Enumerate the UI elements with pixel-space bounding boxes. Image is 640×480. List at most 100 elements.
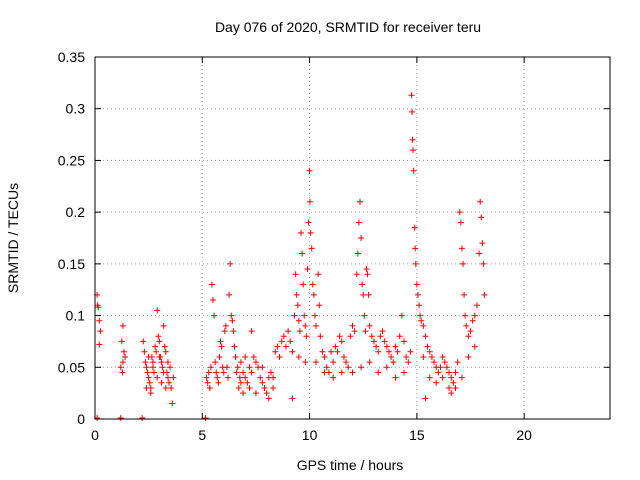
data-point [417, 312, 424, 319]
data-point [373, 343, 380, 350]
data-point [365, 291, 372, 298]
data-point [366, 359, 373, 366]
data-point [168, 384, 175, 391]
data-point [206, 384, 213, 391]
data-point [289, 395, 296, 402]
data-point [162, 348, 169, 355]
data-point [261, 384, 268, 391]
data-point [302, 322, 309, 329]
data-point [454, 359, 461, 366]
data-point [160, 369, 167, 376]
data-point [166, 379, 173, 386]
data-point [410, 147, 417, 154]
data-point [330, 359, 337, 366]
x-axis-tick-labels: 0 5 10 15 20 [91, 427, 532, 443]
data-point [452, 384, 459, 391]
data-point [169, 400, 176, 407]
data-point [358, 364, 365, 371]
data-point [385, 348, 392, 355]
data-point [422, 333, 429, 340]
data-point [390, 359, 397, 366]
data-point [142, 359, 149, 366]
data-point [316, 302, 323, 309]
data-point [437, 364, 444, 371]
data-point [302, 359, 309, 366]
data-point [363, 266, 370, 273]
data-point [416, 302, 423, 309]
data-point [265, 374, 272, 381]
data-point [293, 291, 300, 298]
data-point [97, 328, 104, 335]
axis-ticks [94, 56, 610, 420]
data-point [340, 353, 347, 360]
data-point [392, 374, 399, 381]
data-point [422, 395, 429, 402]
data-point [476, 250, 483, 257]
data-point [295, 317, 302, 324]
data-point [457, 219, 464, 226]
data-point [158, 359, 165, 366]
data-point [357, 198, 364, 205]
data-point [155, 333, 162, 340]
data-point [270, 384, 277, 391]
data-point [119, 369, 126, 376]
data-point [428, 353, 435, 360]
data-point [307, 198, 314, 205]
data-point [257, 374, 264, 381]
data-point [467, 328, 474, 335]
data-points [94, 92, 488, 421]
data-point [147, 390, 154, 397]
data-point [450, 379, 457, 386]
data-point [214, 374, 221, 381]
data-point [332, 343, 339, 350]
data-point [139, 414, 146, 421]
data-point [313, 322, 320, 329]
data-point [349, 322, 356, 329]
data-point [403, 353, 410, 360]
data-point [375, 348, 382, 355]
data-point [203, 374, 210, 381]
data-point [236, 374, 243, 381]
data-point [272, 348, 279, 355]
data-point [145, 374, 152, 381]
data-point [117, 364, 124, 371]
data-point [441, 359, 448, 366]
data-point [409, 108, 416, 115]
chart-title: Day 076 of 2020, SRMTID for receiver ter… [215, 19, 481, 35]
data-point [315, 271, 322, 278]
data-point [478, 214, 485, 221]
data-point [420, 353, 427, 360]
data-point [259, 364, 266, 371]
data-point [413, 281, 420, 288]
data-point [401, 369, 407, 376]
data-point [153, 348, 160, 355]
data-point [426, 348, 433, 355]
data-point [481, 291, 488, 298]
data-point [307, 229, 314, 236]
data-point [366, 322, 373, 329]
data-point [211, 312, 218, 319]
data-point [292, 271, 299, 278]
data-point [370, 338, 377, 345]
data-point [161, 343, 168, 350]
data-point [205, 369, 212, 376]
data-point [471, 312, 478, 319]
data-point [223, 364, 230, 371]
data-point [392, 343, 399, 350]
data-point [405, 359, 412, 366]
data-point [145, 353, 152, 360]
data-point [408, 92, 415, 99]
data-point [210, 297, 217, 304]
data-point [360, 291, 367, 298]
x-tick-label: 0 [91, 427, 99, 443]
y-tick-label: 0.15 [58, 256, 85, 272]
data-point [170, 374, 177, 381]
data-point [299, 250, 306, 257]
data-point [355, 219, 362, 226]
data-point [240, 369, 247, 376]
data-point [263, 390, 270, 397]
data-point [233, 369, 240, 376]
data-point [407, 348, 414, 355]
y-axis-tick-labels: 0 0.05 0.1 0.15 0.2 0.25 0.3 0.35 [58, 49, 85, 427]
data-point [250, 353, 257, 360]
